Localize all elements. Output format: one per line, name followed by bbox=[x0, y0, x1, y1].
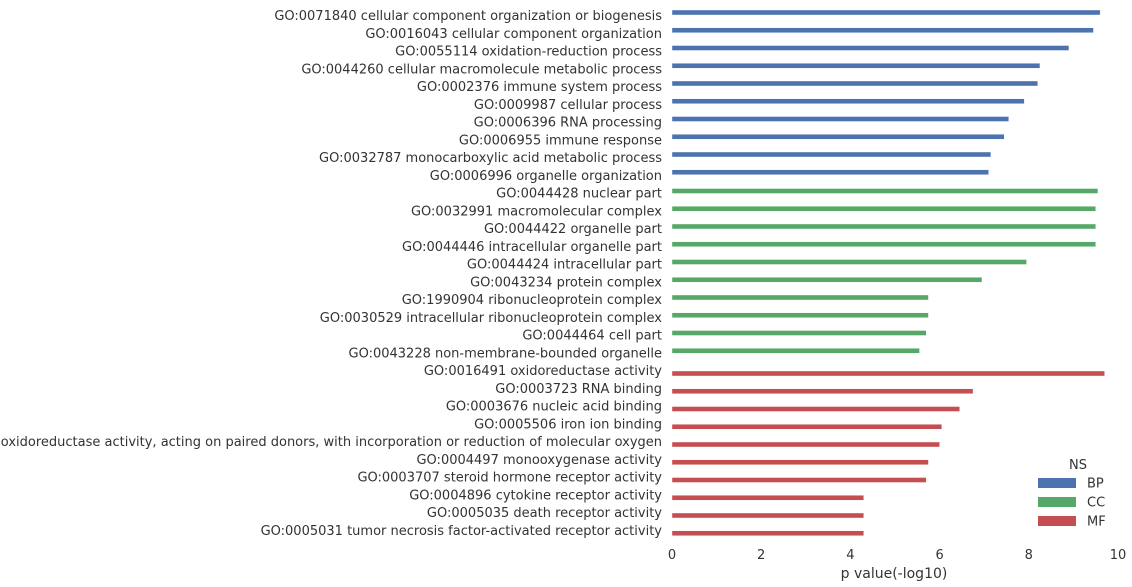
bar-mf bbox=[671, 406, 960, 412]
bar-cc bbox=[671, 312, 929, 318]
x-tick-label: 2 bbox=[757, 548, 765, 563]
bar-mf bbox=[671, 459, 929, 465]
bar-bp bbox=[671, 151, 992, 158]
bar-cc bbox=[671, 206, 1096, 212]
category-label: GO:0004896 cytokine receptor activity bbox=[409, 488, 662, 503]
category-label: GO:0002376 immune system process bbox=[417, 80, 662, 95]
category-label: GO:0071840 cellular component organizati… bbox=[274, 9, 662, 24]
x-tick-label: 4 bbox=[846, 548, 854, 563]
legend-swatch-cc bbox=[1038, 497, 1076, 507]
bar-cc bbox=[671, 188, 1099, 194]
category-label: GO:0016705 oxidoreductase activity, acti… bbox=[0, 435, 662, 450]
bars-group bbox=[671, 9, 1105, 536]
category-label: GO:0005035 death receptor activity bbox=[427, 506, 662, 521]
category-label: GO:1990904 ribonucleoprotein complex bbox=[402, 293, 663, 308]
bar-cc bbox=[671, 348, 920, 354]
bar-bp bbox=[671, 80, 1038, 87]
x-tick-label: 6 bbox=[935, 548, 943, 563]
x-tick-label: 0 bbox=[668, 548, 676, 563]
bar-mf bbox=[671, 512, 864, 519]
category-label: GO:0044446 intracellular organelle part bbox=[402, 240, 662, 255]
bar-mf bbox=[671, 370, 1105, 377]
category-label: GO:0009987 cellular process bbox=[474, 98, 662, 113]
category-label: GO:0032787 monocarboxylic acid metabolic… bbox=[319, 151, 662, 166]
bar-cc bbox=[671, 330, 927, 336]
legend: NS BP CC MF bbox=[1038, 458, 1106, 530]
legend-entries: BP CC MF bbox=[1038, 477, 1106, 530]
bar-cc bbox=[671, 277, 983, 283]
legend-label-mf: MF bbox=[1087, 515, 1106, 530]
category-label: GO:0005506 iron ion binding bbox=[474, 417, 662, 432]
bar-cc bbox=[671, 223, 1096, 230]
bar-bp bbox=[671, 45, 1070, 51]
bar-bp bbox=[671, 116, 1009, 122]
bar-cc bbox=[671, 241, 1096, 247]
category-label: GO:0043228 non-membrane-bounded organell… bbox=[349, 346, 663, 361]
category-label: GO:0005031 tumor necrosis factor-activat… bbox=[261, 524, 663, 539]
category-label: GO:0016491 oxidoreductase activity bbox=[424, 364, 662, 379]
bar-bp bbox=[671, 134, 1005, 140]
x-tick-label: 8 bbox=[1025, 548, 1033, 563]
category-label: GO:0044260 cellular macromolecule metabo… bbox=[301, 62, 662, 77]
category-label: GO:0044464 cell part bbox=[522, 329, 662, 344]
bar-mf bbox=[671, 388, 974, 394]
category-label: GO:0006955 immune response bbox=[459, 133, 662, 148]
bar-mf bbox=[671, 495, 864, 501]
bar-mf bbox=[671, 530, 864, 536]
category-label: GO:0032991 macromolecular complex bbox=[411, 204, 662, 219]
bar-bp bbox=[671, 9, 1101, 16]
category-label: GO:0003723 RNA binding bbox=[495, 382, 662, 397]
x-axis-title: p value(-log10) bbox=[841, 566, 948, 582]
bar-bp bbox=[671, 98, 1025, 104]
category-label: GO:0055114 oxidation-reduction process bbox=[395, 45, 662, 60]
category-label: GO:0006396 RNA processing bbox=[474, 116, 662, 131]
x-axis-ticks: 0 2 4 6 8 10 bbox=[668, 548, 1126, 563]
bar-bp bbox=[671, 27, 1094, 33]
bar-mf bbox=[671, 441, 940, 448]
bar-bp bbox=[671, 63, 1041, 69]
bar-bp bbox=[671, 169, 989, 175]
category-label: GO:0006996 organelle organization bbox=[430, 169, 662, 184]
bar-cc bbox=[671, 259, 1027, 265]
category-label: GO:0003707 steroid hormone receptor acti… bbox=[357, 471, 662, 486]
category-label: GO:0044428 nuclear part bbox=[496, 187, 662, 202]
x-tick-label: 10 bbox=[1110, 548, 1127, 563]
category-label: GO:0043234 protein complex bbox=[470, 275, 662, 290]
legend-swatch-mf bbox=[1038, 516, 1076, 526]
category-labels: GO:0071840 cellular component organizati… bbox=[0, 9, 662, 539]
category-label: GO:0004497 monooxygenase activity bbox=[416, 453, 662, 468]
legend-label-cc: CC bbox=[1087, 496, 1105, 511]
legend-title: NS bbox=[1069, 458, 1087, 473]
bar-cc bbox=[671, 294, 929, 301]
bar-mf bbox=[671, 424, 943, 430]
category-label: GO:0044422 organelle part bbox=[484, 222, 662, 237]
legend-swatch-bp bbox=[1038, 478, 1076, 488]
category-label: GO:0044424 intracellular part bbox=[467, 258, 662, 273]
category-label: GO:0016043 cellular component organizati… bbox=[365, 27, 662, 42]
legend-label-bp: BP bbox=[1087, 477, 1104, 492]
bar-mf bbox=[671, 477, 927, 483]
category-label: GO:0003676 nucleic acid binding bbox=[446, 400, 662, 415]
category-label: GO:0030529 intracellular ribonucleoprote… bbox=[320, 311, 663, 326]
